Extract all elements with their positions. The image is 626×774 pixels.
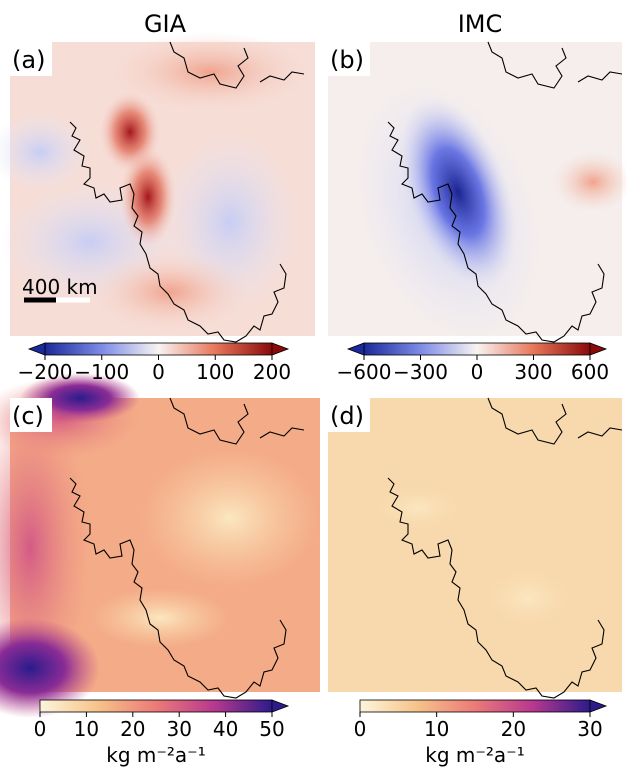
colorbar-label: kg m⁻²a⁻¹ xyxy=(106,743,206,767)
colorbar-extend xyxy=(271,699,290,713)
colorbar xyxy=(44,342,273,356)
tick-label: −300 xyxy=(393,360,448,384)
tick-label: 0 xyxy=(354,717,367,741)
label-box xyxy=(328,398,370,432)
tick-label: 100 xyxy=(196,360,234,384)
map-panel xyxy=(328,397,623,699)
panel-label: (c) xyxy=(12,402,44,430)
tick-label: 20 xyxy=(501,717,526,741)
column-title: IMC xyxy=(458,10,503,38)
label-box xyxy=(10,42,52,76)
colorbar-extend xyxy=(589,342,608,356)
label-box xyxy=(10,398,52,432)
panel-label: (b) xyxy=(330,46,364,74)
colorbar-extend xyxy=(271,342,290,356)
column-title: GIA xyxy=(144,10,187,38)
tick-label: 30 xyxy=(166,717,191,741)
tick-label: 200 xyxy=(253,360,291,384)
colorbar-label: kg m⁻²a⁻¹ xyxy=(425,743,525,767)
tick-label: 0 xyxy=(34,717,47,741)
tick-label: 30 xyxy=(577,717,602,741)
tick-label: 50 xyxy=(259,717,284,741)
tick-label: 10 xyxy=(424,717,449,741)
map-panel: 400 km xyxy=(0,32,315,343)
colorbar-extend xyxy=(346,342,365,356)
colorbar-extend xyxy=(589,699,608,713)
colorbar xyxy=(359,699,591,713)
tick-label: 0 xyxy=(152,360,165,384)
tick-label: −600 xyxy=(337,360,392,384)
panel-label: (a) xyxy=(12,46,45,74)
colorbar-extend xyxy=(27,342,46,356)
tick-label: 0 xyxy=(471,360,484,384)
tick-label: −100 xyxy=(74,360,129,384)
map-panel xyxy=(328,41,626,348)
scale-bar-label: 400 km xyxy=(22,275,98,299)
tick-label: 10 xyxy=(74,717,99,741)
tick-label: 40 xyxy=(213,717,238,741)
tick-label: 600 xyxy=(571,360,609,384)
tick-label: 300 xyxy=(514,360,552,384)
tick-label: −200 xyxy=(18,360,73,384)
colorbar xyxy=(363,342,591,356)
label-box xyxy=(328,42,370,76)
tick-label: 20 xyxy=(120,717,145,741)
panel-label: (d) xyxy=(330,402,364,430)
colorbar xyxy=(39,699,273,713)
